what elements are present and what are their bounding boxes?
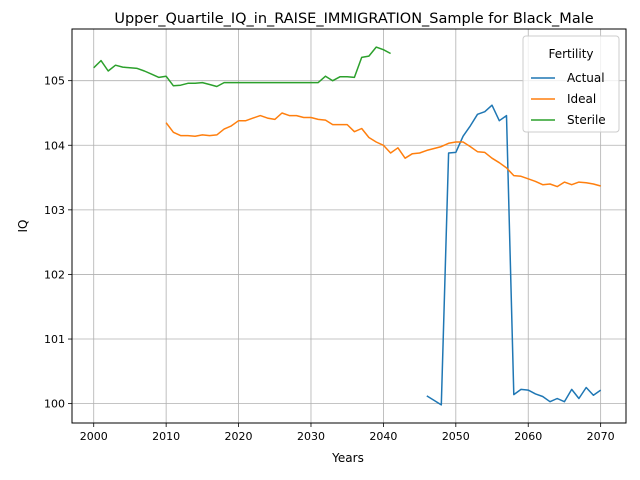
plot-frame xyxy=(71,28,627,424)
legend: Fertility Actual Ideal Sterile xyxy=(522,35,620,133)
series-line-ideal xyxy=(165,112,601,188)
x-tick-label: 2050 xyxy=(442,430,470,443)
legend-box xyxy=(522,35,620,133)
y-tick-label: 100 xyxy=(44,398,65,411)
x-tick-label: 2020 xyxy=(225,430,253,443)
x-tick-label: 2030 xyxy=(297,430,325,443)
x-axis: 2000 2010 2020 2030 2040 2050 2060 2070 xyxy=(80,423,615,443)
legend-label-actual: Actual xyxy=(567,71,605,85)
x-tick-label: 2010 xyxy=(152,430,180,443)
series-line-actual xyxy=(426,104,602,406)
y-tick-label: 105 xyxy=(44,75,65,88)
x-tick-label: 2060 xyxy=(514,430,542,443)
y-axis: 100 101 102 103 104 105 xyxy=(44,75,72,411)
legend-title: Fertility xyxy=(548,47,593,61)
legend-label-sterile: Sterile xyxy=(567,113,606,127)
x-tick-label: 2070 xyxy=(587,430,615,443)
y-tick-label: 101 xyxy=(44,333,65,346)
y-tick-label: 102 xyxy=(44,268,65,281)
legend-label-ideal: Ideal xyxy=(567,92,596,106)
y-axis-label: IQ xyxy=(16,220,30,233)
series-lines xyxy=(93,46,602,406)
y-tick-label: 103 xyxy=(44,204,65,217)
y-tick-label: 104 xyxy=(44,139,65,152)
x-tick-label: 2040 xyxy=(369,430,397,443)
x-axis-label: Years xyxy=(331,451,364,465)
series-line-sterile xyxy=(93,46,391,88)
x-tick-label: 2000 xyxy=(80,430,108,443)
chart-title: Upper_Quartile_IQ_in_RAISE_IMMIGRATION_S… xyxy=(114,11,593,27)
